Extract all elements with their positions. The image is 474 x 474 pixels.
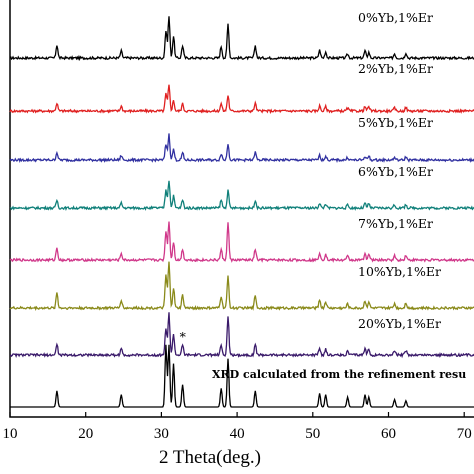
- series-line-7: [10, 344, 474, 408]
- series-label-1: 2%Yb,1%Er: [358, 61, 433, 76]
- x-tick-label-5: 60: [381, 426, 396, 442]
- series-label-0: 0%Yb,1%Er: [358, 10, 433, 25]
- x-tick-label-1: 20: [78, 426, 93, 442]
- series-label-7: XRD calculated from the refinement resu: [212, 368, 466, 381]
- series-line-1: [9, 84, 474, 115]
- series-label-5: 10%Yb,1%Er: [358, 264, 441, 279]
- series-label-4: 7%Yb,1%Er: [358, 216, 433, 231]
- series-line-6: [9, 312, 474, 359]
- series-line-4: [9, 221, 474, 263]
- series-line-2: [9, 133, 474, 164]
- x-axis-title: 2 Theta(deg.): [159, 447, 261, 468]
- x-tick-label-4: 50: [305, 426, 320, 442]
- x-axis-ticks: 10 20 30 40 50 60 70: [3, 412, 472, 442]
- x-tick-label-3: 40: [230, 426, 245, 442]
- series-label-2: 5%Yb,1%Er: [358, 115, 433, 130]
- series-line-0: [9, 16, 474, 62]
- labels-layer: 0%Yb,1%Er 2%Yb,1%Er 5%Yb,1%Er 6%Yb,1%Er 7%Yb…: [180, 10, 467, 381]
- x-tick-label-6: 70: [457, 426, 472, 442]
- series-label-3: 6%Yb,1%Er: [358, 164, 433, 179]
- annotation-0: *: [180, 329, 187, 344]
- series-line-3: [9, 180, 474, 212]
- series-layer: [9, 16, 474, 408]
- x-tick-label-2: 30: [154, 426, 169, 442]
- series-line-5: [9, 261, 474, 311]
- x-tick-label-0: 10: [3, 426, 18, 442]
- series-label-6: 20%Yb,1%Er: [358, 316, 441, 331]
